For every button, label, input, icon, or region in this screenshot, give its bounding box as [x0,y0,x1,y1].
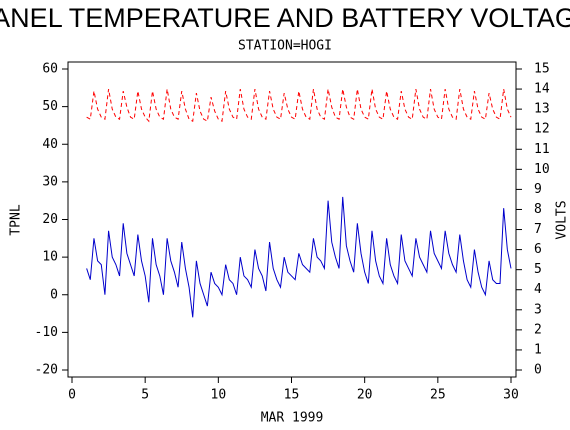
x-tick-label: 5 [141,388,149,403]
y-tick-label: -20 [35,363,58,378]
y2-axis-label: VOLTS [555,200,570,239]
x-tick-label: 20 [357,388,373,403]
y2-tick-label: 9 [534,182,542,197]
y-tick-label: 60 [42,62,58,77]
y2-tick-label: 11 [534,142,550,157]
series-line [86,196,512,318]
x-tick-label: 30 [503,388,519,403]
y2-tick-label: 8 [534,202,542,217]
y2-tick-label: 2 [534,322,542,337]
y-tick-label: 10 [42,250,58,265]
y2-tick-label: 15 [534,62,550,77]
y2-tick-label: 7 [534,222,542,237]
series-line [86,88,512,123]
y-tick-label: 30 [42,174,58,189]
y-tick-label: 0 [50,287,58,302]
x-tick-label: 0 [68,388,76,403]
y-tick-label: 20 [42,212,58,227]
y2-tick-label: 4 [534,282,542,297]
y2-tick-label: 1 [534,342,542,357]
y-tick-label: -10 [35,325,58,340]
y2-tick-label: 0 [534,363,542,378]
y2-tick-label: 14 [534,82,550,97]
y2-tick-label: 10 [534,162,550,177]
y-tick-label: 50 [42,99,58,114]
y2-tick-label: 12 [534,122,550,137]
x-tick-label: 25 [430,388,446,403]
x-tick-label: 10 [211,388,227,403]
y2-tick-label: 13 [534,102,550,117]
y2-tick-label: 3 [534,302,542,317]
y2-tick-label: 5 [534,262,542,277]
chart-subtitle: STATION=HOGI [238,39,332,54]
y2-tick-label: 6 [534,242,542,257]
y-axis-label: TPNL [9,204,24,235]
x-axis-label: MAR 1999 [261,411,324,426]
chart-title: PANEL TEMPERATURE AND BATTERY VOLTAGE [0,3,570,33]
x-tick-label: 15 [284,388,300,403]
y-tick-label: 40 [42,137,58,152]
